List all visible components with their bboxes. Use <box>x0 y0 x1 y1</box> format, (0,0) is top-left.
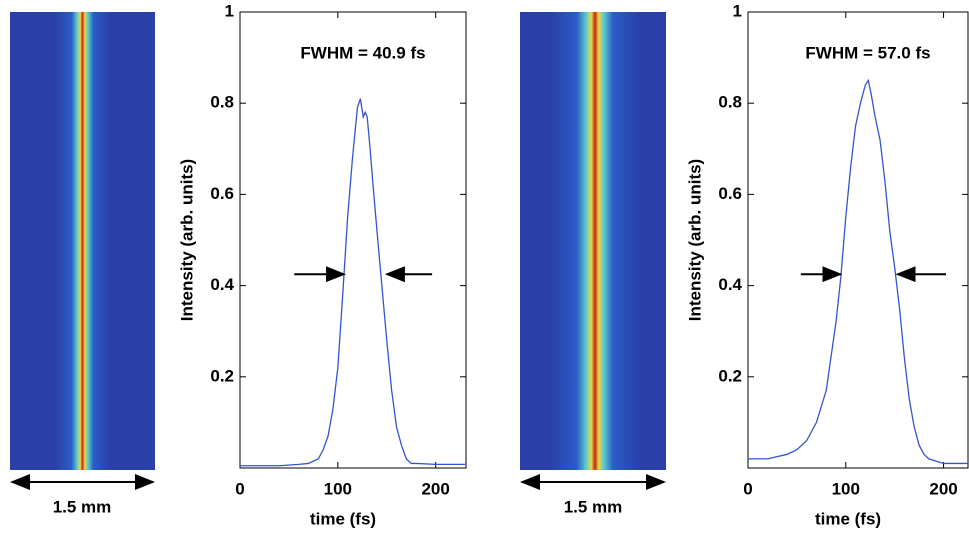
scale-label: 1.5 mm <box>564 497 623 516</box>
y-axis-label: Intensity (arb. units) <box>685 159 704 321</box>
x-tick-label: 100 <box>832 479 860 498</box>
x-axis-label: time (fs) <box>815 509 881 528</box>
line <box>240 98 466 467</box>
x-tick-label: 200 <box>929 479 957 498</box>
y-tick-label: 0.6 <box>210 184 234 203</box>
x-tick-label: 100 <box>324 479 352 498</box>
x-axis-label: time (fs) <box>310 509 376 528</box>
y-tick-label: 0.8 <box>210 93 234 112</box>
line <box>748 78 968 465</box>
plot-frame <box>239 11 467 469</box>
y-tick-label: 0.2 <box>210 366 234 385</box>
y-tick-label: 0.8 <box>718 93 742 112</box>
annotation: FWHM = 57.0 fs <box>805 43 930 62</box>
y-tick-label: 1 <box>733 1 742 20</box>
y-tick-label: 1 <box>225 1 234 20</box>
y-tick-label: 0.6 <box>718 184 742 203</box>
y-tick-label: 0.2 <box>718 366 742 385</box>
y-axis-label: Intensity (arb. units) <box>177 159 196 321</box>
y-tick-label: 0.4 <box>718 275 742 294</box>
scale-label: 1.5 mm <box>53 497 112 516</box>
x-tick-label: 200 <box>421 479 449 498</box>
beam-image <box>520 12 666 470</box>
annotation: FWHM = 40.9 fs <box>300 43 425 62</box>
beam-image <box>10 12 155 470</box>
plot-frame <box>747 11 969 469</box>
y-tick-label: 0.4 <box>210 275 234 294</box>
x-tick-label: 0 <box>743 479 752 498</box>
x-tick-label: 0 <box>235 479 244 498</box>
